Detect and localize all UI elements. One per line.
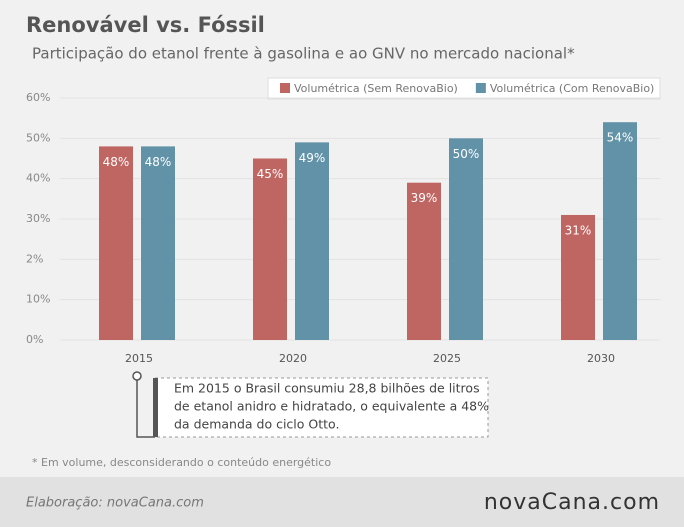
y-tick-label: 0%	[26, 333, 43, 346]
legend-label: Volumétrica (Com RenovaBio)	[490, 82, 655, 95]
bar	[561, 214, 595, 340]
callout-box	[154, 377, 489, 438]
y-tick-label: 30%	[26, 212, 50, 225]
value-label: 31%	[565, 223, 592, 237]
value-label: 49%	[299, 151, 326, 165]
value-label: 48%	[145, 155, 172, 169]
annotation-line: da demanda do ciclo Otto.	[174, 417, 339, 432]
legend-box	[267, 77, 661, 100]
bar	[141, 146, 175, 340]
y-tick-label: 2%	[26, 252, 43, 265]
chart-title: Renovável vs. Fóssil	[26, 13, 265, 37]
y-tick-label: 60%	[26, 91, 50, 104]
y-tick-label: 50%	[26, 131, 50, 144]
x-tick-label: 2025	[433, 352, 461, 365]
annotation-line: Em 2015 o Brasil consumiu 28,8 bilhões d…	[174, 381, 480, 396]
y-tick-label: 40%	[26, 172, 50, 185]
bar	[449, 138, 483, 340]
value-label: 39%	[411, 191, 438, 205]
bar	[99, 146, 133, 340]
bar	[603, 122, 637, 340]
legend-swatch	[475, 83, 486, 93]
x-tick-label: 2030	[587, 352, 615, 365]
callout-dot	[132, 371, 142, 381]
y-tick-label: 10%	[26, 293, 50, 306]
value-label: 50%	[453, 147, 480, 161]
logo: novaCana.com	[484, 490, 660, 515]
value-label: 48%	[103, 155, 130, 169]
legend-label: Volumétrica (Sem RenovaBio)	[294, 82, 458, 95]
bar	[253, 158, 287, 340]
bar	[407, 182, 441, 340]
value-label: 45%	[257, 167, 284, 181]
footer-band	[0, 477, 684, 527]
value-label: 54%	[607, 131, 634, 145]
x-tick-label: 2015	[125, 352, 153, 365]
bar	[295, 142, 329, 340]
legend-swatch	[280, 83, 290, 93]
footnote: * Em volume, desconsiderando o conteúdo …	[32, 456, 331, 469]
callout-bar	[153, 378, 158, 437]
annotation-line: de etanol anidro e hidratado, o equivale…	[174, 399, 489, 414]
callout-line	[136, 380, 155, 438]
source: Elaboração: novaCana.com	[26, 496, 204, 511]
chart-subtitle: Participação do etanol frente à gasolina…	[32, 45, 575, 63]
x-tick-label: 2020	[279, 352, 307, 365]
